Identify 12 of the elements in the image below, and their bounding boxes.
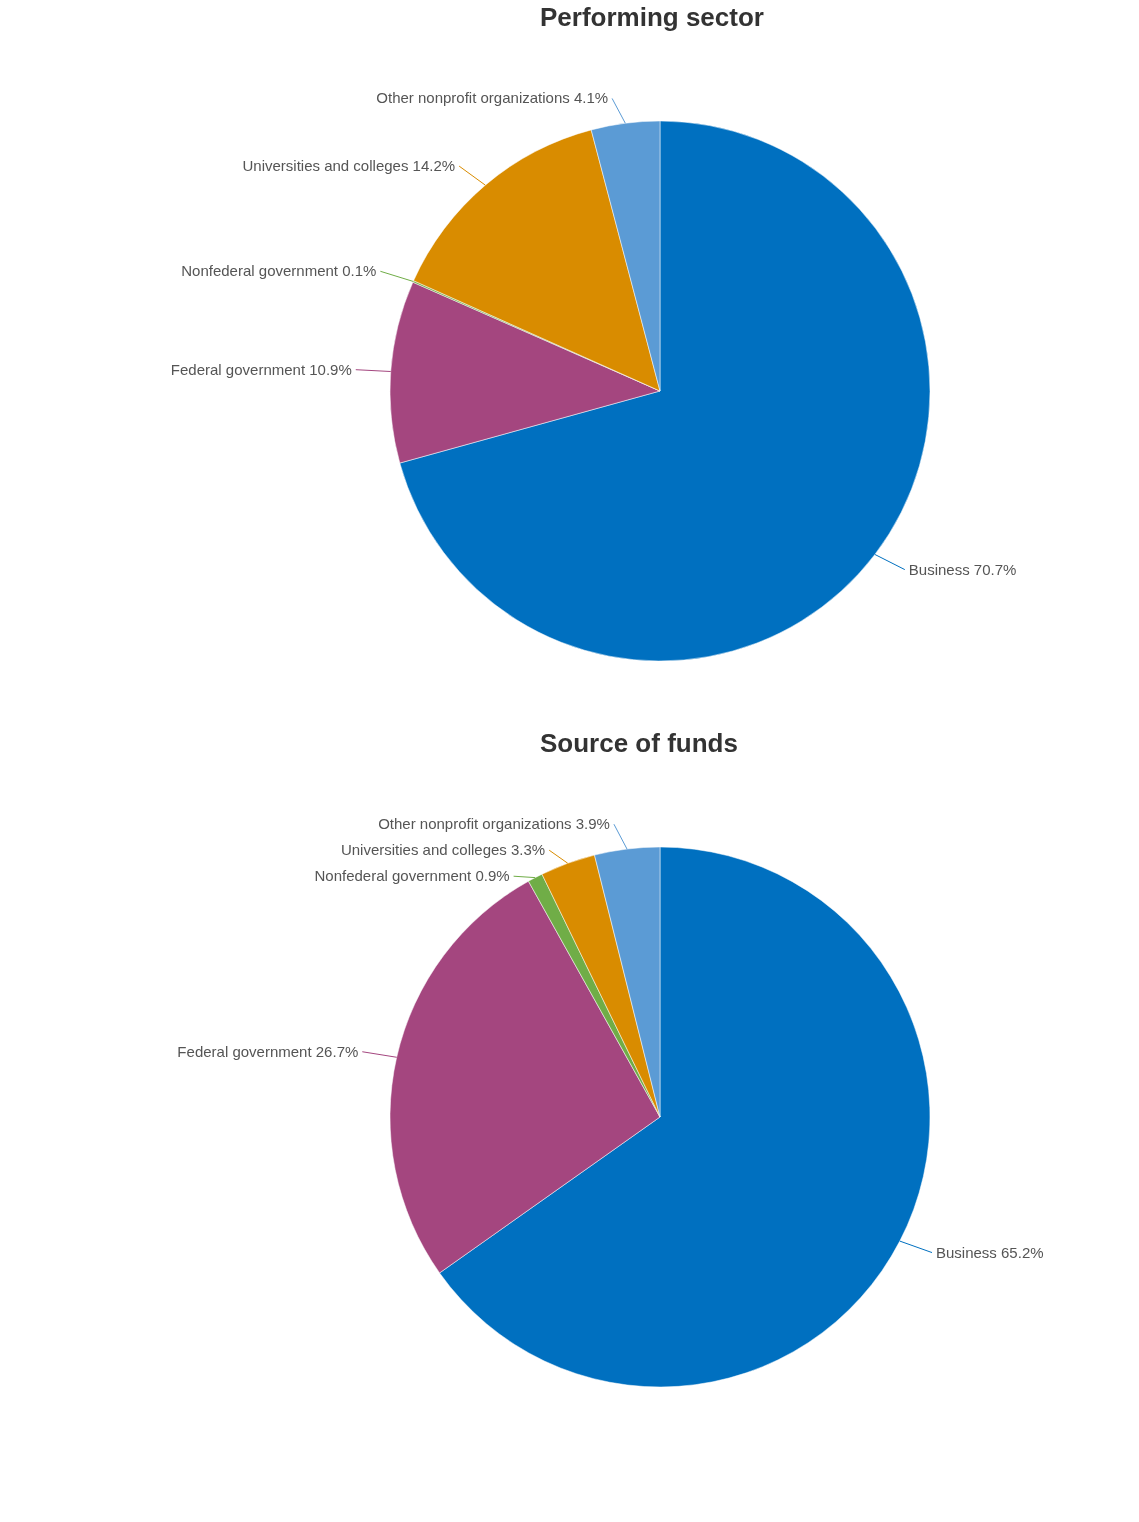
chart-title: Source of funds	[540, 728, 738, 758]
slice-label: Other nonprofit organizations 4.1%	[376, 89, 609, 107]
slice-label: Universities and colleges 3.3%	[340, 841, 546, 859]
slice-label: Federal government 10.9%	[170, 360, 352, 378]
slice-label: Nonfederal government 0.1%	[181, 262, 377, 280]
slice-label: Universities and colleges 14.2%	[242, 157, 456, 175]
slice-label: Business 65.2%	[936, 1243, 1044, 1261]
chart-title: Performing sector	[540, 2, 764, 32]
slice-label: Other nonprofit organizations 3.9%	[378, 815, 610, 833]
slice-label: Nonfederal government 0.9%	[314, 867, 510, 885]
slice-label: Business 70.7%	[908, 560, 1017, 578]
slice-label: Federal government 26.7%	[177, 1042, 359, 1060]
